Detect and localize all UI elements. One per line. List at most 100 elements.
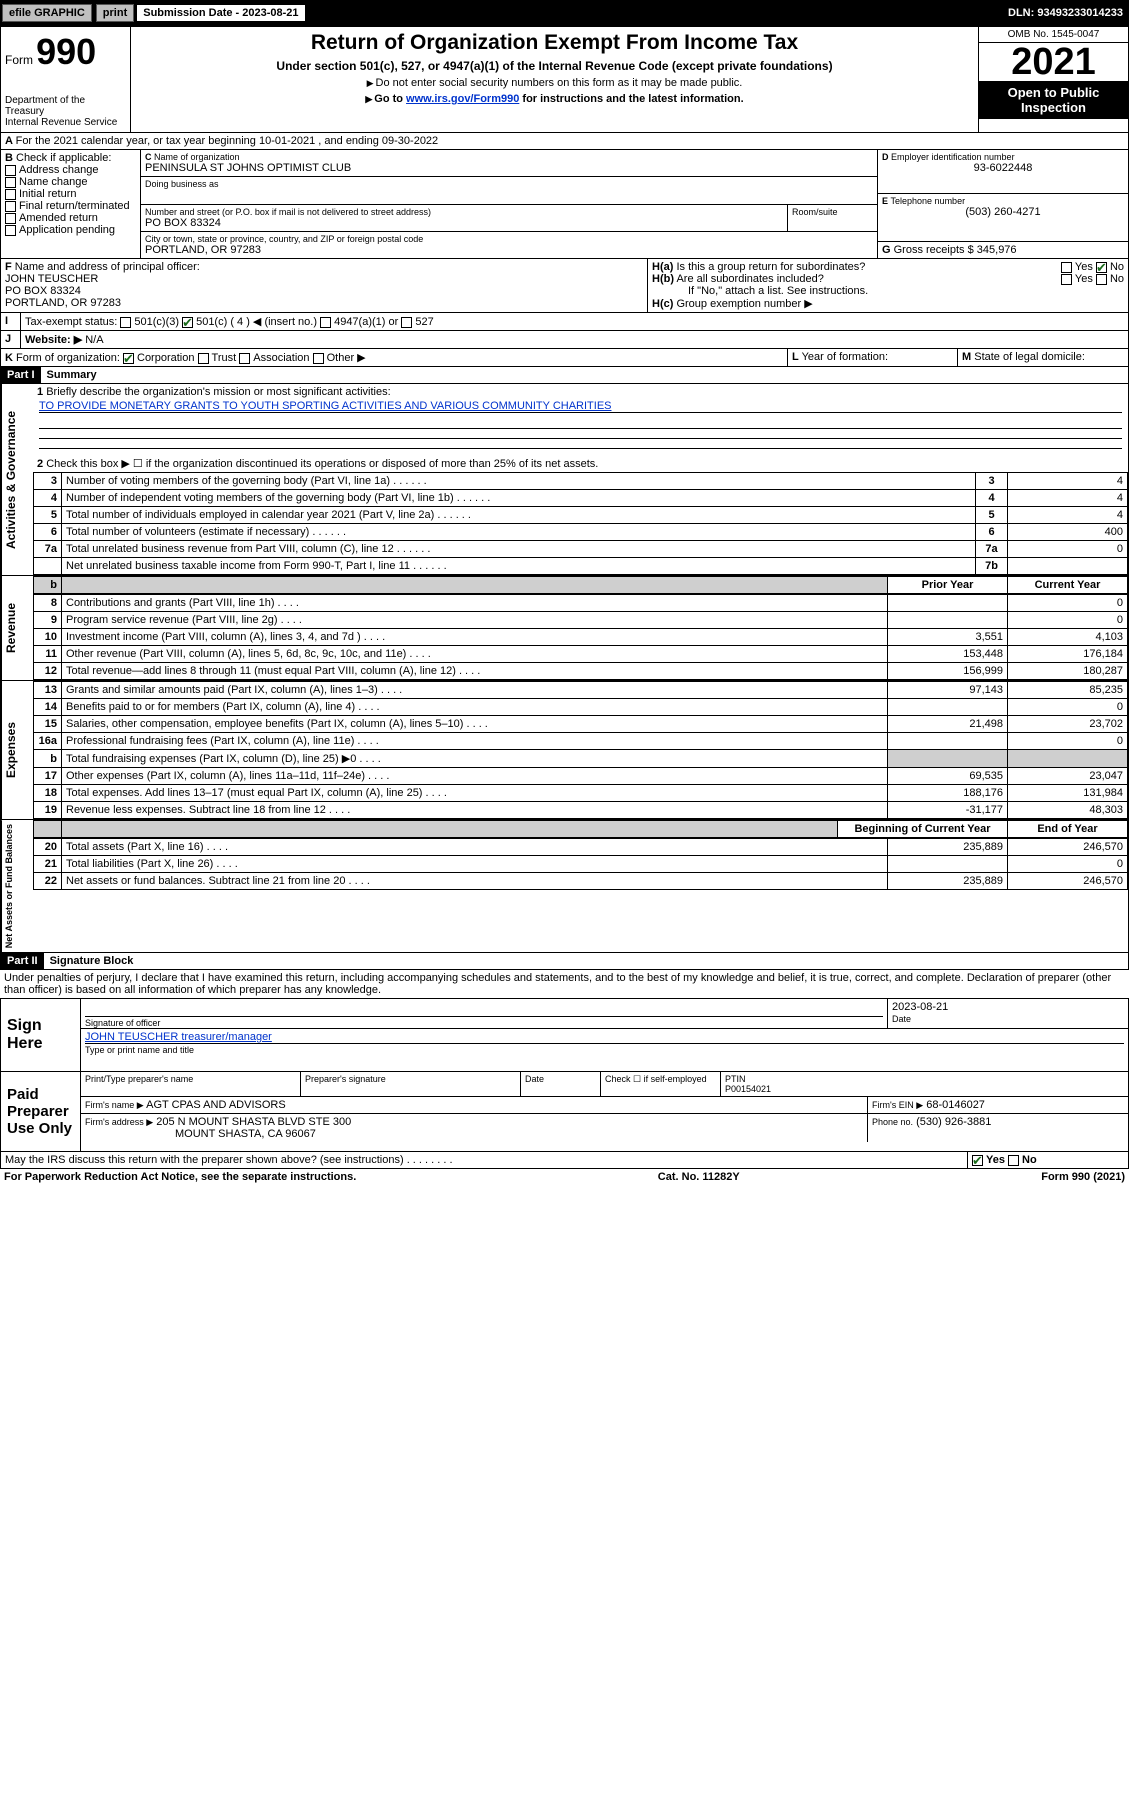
cb-assoc[interactable] [239,353,250,364]
sig-name-value: JOHN TEUSCHER treasurer/manager [85,1031,1124,1044]
table-row: 3Number of voting members of the governi… [34,473,1128,490]
org-address: PO BOX 83324 [145,217,783,229]
cb-app-pending[interactable] [5,225,16,236]
line-a-text: For the 2021 calendar year, or tax year … [16,135,439,147]
ptin-label: PTIN [725,1074,746,1084]
officer-name: JOHN TEUSCHER [5,273,643,285]
cb-corp[interactable] [123,353,134,364]
table-row: 14Benefits paid to or for members (Part … [34,699,1128,716]
ha-yes[interactable] [1061,262,1072,273]
part1-header: Part I Summary [0,367,1129,384]
pra-notice: For Paperwork Reduction Act Notice, see … [4,1171,356,1183]
vlabel-exp: Expenses [1,681,33,819]
hb-no[interactable] [1096,274,1107,285]
table-row: 8Contributions and grants (Part VIII, li… [34,595,1128,612]
ha-yes-lbl: Yes [1075,261,1093,273]
page-footer: For Paperwork Reduction Act Notice, see … [0,1169,1129,1185]
part1-badge: Part I [1,367,41,383]
perjury-declaration: Under penalties of perjury, I declare th… [0,970,1129,998]
cb-name-change[interactable] [5,177,16,188]
website-block: J Website: ▶ N/A [0,331,1129,349]
cb-final-return[interactable] [5,201,16,212]
i-527: 527 [415,316,433,328]
cb-trust[interactable] [198,353,209,364]
table-row: 15Salaries, other compensation, employee… [34,716,1128,733]
dept-treasury: Department of the Treasury [5,95,126,117]
phone-label: Telephone number [891,196,966,206]
j-label: Website: ▶ [25,334,82,346]
gov-section: Activities & Governance 1 Briefly descri… [0,384,1129,576]
org-city: PORTLAND, OR 97283 [145,244,873,256]
firm-ein: 68-0146027 [926,1099,985,1111]
discuss-no[interactable] [1008,1155,1019,1166]
table-row: 19Revenue less expenses. Subtract line 1… [34,802,1128,819]
firm-addr1: 205 N MOUNT SHASTA BLVD STE 300 [156,1116,351,1128]
b-name-change: Name change [19,176,88,188]
cb-address-change[interactable] [5,165,16,176]
top-bar: efile GRAPHIC print Submission Date - 20… [0,0,1129,26]
discuss-no-lbl: No [1022,1154,1037,1166]
firm-name-label: Firm's name ▶ [85,1100,144,1110]
irs-label: Internal Revenue Service [5,117,126,128]
table-row: 17Other expenses (Part IX, column (A), l… [34,768,1128,785]
b-final-return: Final return/terminated [19,200,130,212]
col-prior: Prior Year [888,577,1008,594]
net-section: Net Assets or Fund Balances Beginning of… [0,820,1129,953]
ha-no-lbl: No [1110,261,1124,273]
hc-label: Group exemption number ▶ [676,298,812,310]
col-curr: Current Year [1008,577,1128,594]
cb-initial-return[interactable] [5,189,16,200]
k-label: Form of organization: [16,352,120,364]
klm-block: K Form of organization: Corporation Trus… [0,349,1129,367]
efile-button[interactable]: efile GRAPHIC [2,4,92,22]
mission-text: TO PROVIDE MONETARY GRANTS TO YOUTH SPOR… [39,400,1122,413]
cb-501c[interactable] [182,317,193,328]
line-a: A For the 2021 calendar year, or tax yea… [0,133,1129,150]
table-row: 21Total liabilities (Part X, line 26) . … [34,856,1128,873]
cb-amended[interactable] [5,213,16,224]
part2-header: Part II Signature Block [0,953,1129,970]
form-title: Return of Organization Exempt From Incom… [135,31,974,55]
form-ref: Form 990 (2021) [1041,1171,1125,1183]
vlabel-gov: Activities & Governance [1,384,33,575]
l1-label: Briefly describe the organization's miss… [46,386,390,398]
cb-other[interactable] [313,353,324,364]
note-goto-pre: Go to [374,93,406,105]
cb-501c3[interactable] [120,317,131,328]
firm-name: AGT CPAS AND ADVISORS [146,1099,286,1111]
table-row: 18Total expenses. Add lines 13–17 (must … [34,785,1128,802]
hb-no-lbl: No [1110,273,1124,285]
b-app-pending: Application pending [19,224,115,236]
discuss-label: May the IRS discuss this return with the… [5,1154,404,1166]
m-label: State of legal domicile: [974,351,1085,363]
discuss-yes[interactable] [972,1155,983,1166]
cb-527[interactable] [401,317,412,328]
form-label: Form [5,53,33,67]
table-row: 9Program service revenue (Part VIII, lin… [34,612,1128,629]
ha-no[interactable] [1096,262,1107,273]
dln: DLN: 93493233014233 [1008,7,1129,19]
sig-name-label: Type or print name and title [85,1045,194,1055]
irs-link[interactable]: www.irs.gov/Form990 [406,93,519,105]
cb-4947[interactable] [320,317,331,328]
col-end: End of Year [1008,821,1128,838]
form-header: Form 990 Department of the Treasury Inte… [0,26,1129,133]
sig-date-value: 2023-08-21 [892,1001,1124,1013]
i-label: Tax-exempt status: [25,316,117,328]
tax-year: 2021 [979,43,1128,81]
gov-table: 3Number of voting members of the governi… [33,472,1128,575]
col-beg: Beginning of Current Year [838,821,1008,838]
form-number: 990 [36,31,96,72]
i-4947: 4947(a)(1) or [334,316,398,328]
part1-title: Summary [41,367,103,383]
table-row: 5Total number of individuals employed in… [34,507,1128,524]
submission-date: Submission Date - 2023-08-21 [136,4,305,22]
pp-sig-label: Preparer's signature [301,1072,521,1096]
table-row: 6Total number of volunteers (estimate if… [34,524,1128,541]
print-button[interactable]: print [96,4,134,22]
vlabel-net: Net Assets or Fund Balances [1,820,33,952]
b-amended: Amended return [19,212,98,224]
open-inspection: Open to Public Inspection [979,81,1128,119]
hb-yes[interactable] [1061,274,1072,285]
k-trust: Trust [212,352,237,364]
